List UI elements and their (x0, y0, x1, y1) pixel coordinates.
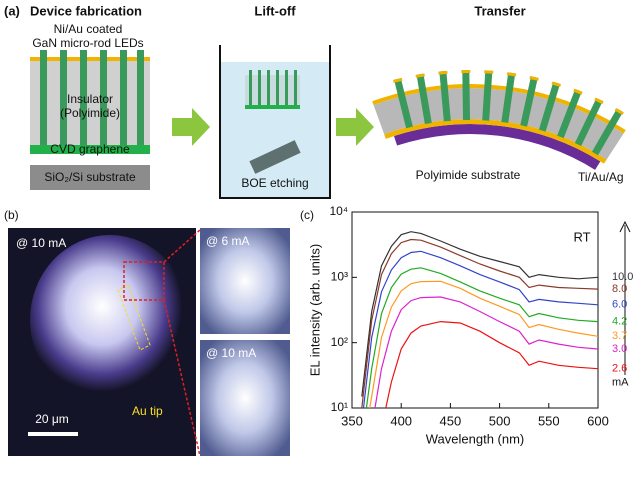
step-title: Device fabrication (30, 3, 142, 18)
series-label: 10.0 (612, 271, 633, 283)
y-tick-label: 10¹ (331, 400, 348, 414)
panel-a: (a) Device fabrication Ni/Au coated GaN … (4, 3, 626, 198)
rod-cap (534, 77, 535, 80)
label: GaN micro-rod LEDs (32, 36, 143, 50)
label: CVD graphene (50, 142, 130, 156)
arrow (172, 108, 210, 146)
y-tick-label: 10² (331, 335, 348, 349)
series-label: 3.7 (612, 330, 627, 342)
unit-label: mA (612, 377, 629, 389)
x-tick-label: 550 (538, 413, 560, 428)
panel-label: (b) (4, 208, 19, 222)
label: Polyimide substrate (416, 168, 521, 182)
rod-cap (598, 99, 599, 102)
x-axis-title: Wavelength (nm) (426, 431, 525, 446)
panel-label: (a) (4, 3, 20, 18)
graphene (245, 105, 300, 109)
y-tick-label: 10³ (331, 270, 348, 284)
rod (466, 70, 467, 120)
x-tick-label: 350 (341, 413, 363, 428)
rod-cap (619, 110, 621, 113)
series-line (362, 232, 598, 397)
arrow (336, 108, 374, 146)
label: @ 10 mA (206, 346, 256, 360)
figure: (a) Device fabrication Ni/Au coated GaN … (0, 0, 639, 484)
step-title: Lift-off (254, 3, 296, 18)
x-tick-label: 450 (440, 413, 462, 428)
panel-b: (b) @ 10 mA Au tip 20 μm @ 6 mA @ 10 mA (4, 208, 290, 456)
metal-layer (30, 57, 150, 61)
x-tick-label: 400 (390, 413, 412, 428)
panel-label: (c) (300, 208, 314, 222)
series-label: 6.0 (612, 299, 627, 311)
scale-bar (28, 432, 78, 436)
series-label: 3.0 (612, 343, 627, 355)
label: @ 10 mA (16, 236, 66, 250)
device (245, 75, 300, 105)
rod (486, 71, 489, 121)
curved-device (372, 70, 626, 170)
series-line (362, 240, 598, 409)
rod-cap (577, 90, 578, 93)
rod-cap (420, 74, 421, 77)
x-tick-label: 600 (587, 413, 609, 428)
label: Au tip (132, 404, 163, 418)
annotation: RT (573, 229, 590, 244)
rod-cap (397, 79, 398, 82)
panel-c: (c) Wavelength (nm) EL intensity (arb. u… (300, 204, 633, 484)
y-tick-label: 10⁴ (329, 204, 348, 218)
label: SiO₂/Si substrate (44, 170, 136, 184)
label: BOE etching (241, 176, 308, 190)
label: 20 μm (35, 412, 69, 426)
y-axis-title: EL intensity (arb. units) (307, 244, 322, 376)
rod-cap (556, 83, 557, 86)
series-label: 8.0 (612, 283, 627, 295)
label: @ 6 mA (206, 234, 250, 248)
series-line (362, 297, 598, 473)
step-title: Transfer (474, 3, 525, 18)
label: Ni/Au coated (54, 22, 123, 36)
rod (443, 71, 448, 121)
series-line (362, 322, 598, 484)
label: Insulator (67, 92, 113, 106)
series-label: 4.2 (612, 316, 627, 328)
series-line (362, 251, 598, 422)
plot-frame (352, 212, 598, 408)
series-label: 2.6 (612, 363, 627, 375)
label: (Polyimide) (60, 106, 120, 120)
label: Ti/Au/Ag (578, 170, 624, 184)
x-tick-label: 500 (489, 413, 511, 428)
